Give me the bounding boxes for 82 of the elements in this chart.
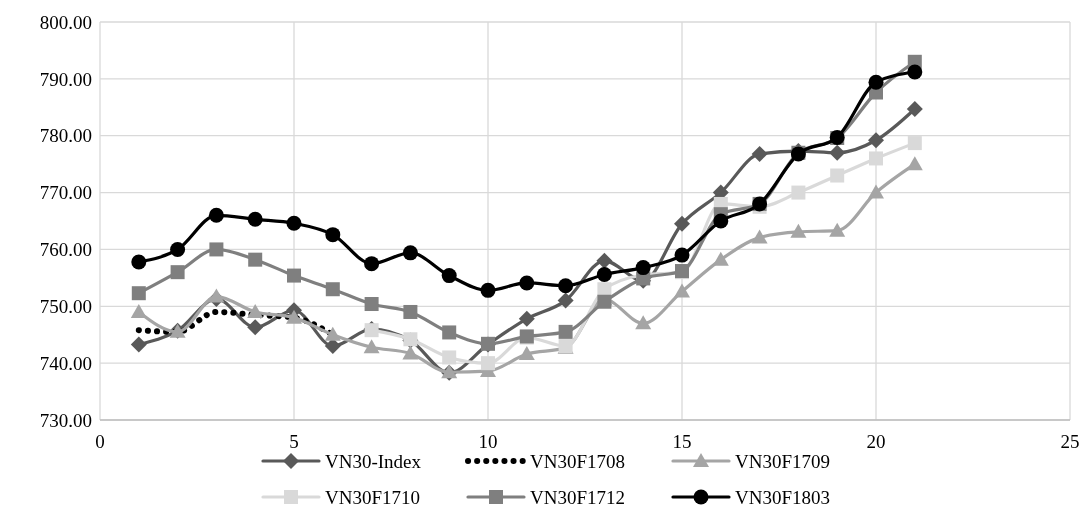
point bbox=[325, 227, 341, 243]
point bbox=[518, 346, 535, 361]
point bbox=[363, 339, 380, 354]
point bbox=[131, 254, 147, 270]
point bbox=[907, 64, 923, 80]
y-tick-label: 750.00 bbox=[39, 295, 92, 317]
legend-label: VN30F1710 bbox=[325, 486, 421, 508]
point bbox=[674, 215, 690, 232]
x-tick-label: 15 bbox=[672, 431, 692, 452]
y-tick-label: 780.00 bbox=[39, 125, 92, 147]
point bbox=[596, 252, 613, 269]
point bbox=[442, 350, 457, 365]
point bbox=[558, 278, 574, 294]
point bbox=[402, 345, 419, 360]
point bbox=[519, 275, 535, 291]
point bbox=[635, 315, 652, 330]
point bbox=[518, 310, 535, 327]
point bbox=[209, 242, 224, 257]
point bbox=[287, 268, 301, 283]
legend-label: VN30F1712 bbox=[530, 486, 626, 508]
point bbox=[674, 283, 690, 298]
point bbox=[247, 303, 264, 318]
point bbox=[869, 151, 883, 166]
point bbox=[130, 303, 147, 318]
point bbox=[713, 213, 729, 229]
x-tick-label: 25 bbox=[1060, 431, 1080, 452]
point bbox=[247, 211, 263, 227]
point bbox=[480, 282, 496, 298]
point bbox=[868, 184, 884, 199]
legend-label: VN30F1709 bbox=[735, 450, 831, 472]
point bbox=[364, 297, 379, 312]
point bbox=[557, 292, 574, 309]
point bbox=[830, 168, 845, 183]
y-tick-label: 790.00 bbox=[39, 68, 92, 90]
point bbox=[402, 245, 418, 261]
point bbox=[906, 100, 923, 117]
point bbox=[597, 282, 612, 297]
point bbox=[208, 207, 224, 223]
point bbox=[791, 185, 806, 200]
legend-label: VN30-Index bbox=[325, 450, 422, 472]
point bbox=[674, 247, 690, 263]
point bbox=[481, 356, 495, 371]
y-tick-label: 760.00 bbox=[39, 239, 92, 261]
point bbox=[324, 326, 341, 341]
point bbox=[131, 286, 146, 301]
point bbox=[247, 319, 264, 336]
point bbox=[325, 282, 340, 297]
point bbox=[403, 304, 418, 319]
point bbox=[208, 288, 225, 303]
legend-label: VN30F1803 bbox=[735, 486, 831, 508]
point bbox=[364, 256, 380, 272]
point bbox=[441, 268, 457, 284]
y-tick-label: 740.00 bbox=[39, 352, 92, 374]
point bbox=[286, 309, 302, 324]
point bbox=[635, 260, 651, 276]
y-tick-label: 730.00 bbox=[39, 409, 92, 431]
x-tick-label: 20 bbox=[866, 431, 886, 452]
y-tick-label: 770.00 bbox=[39, 182, 92, 204]
point bbox=[751, 145, 768, 162]
x-tick-label: 10 bbox=[478, 431, 498, 452]
legend-label: VN30F1708 bbox=[530, 450, 626, 472]
point bbox=[442, 325, 457, 340]
point bbox=[596, 266, 612, 282]
point bbox=[868, 132, 884, 149]
point bbox=[907, 136, 922, 151]
point bbox=[868, 74, 884, 90]
point bbox=[751, 229, 768, 244]
x-tick-label: 5 bbox=[289, 431, 299, 452]
x-tick-label: 0 bbox=[95, 431, 105, 452]
point bbox=[906, 156, 923, 171]
point bbox=[170, 265, 185, 280]
point bbox=[130, 336, 147, 353]
point bbox=[248, 252, 263, 267]
point bbox=[790, 223, 807, 238]
y-tick-label: 800.00 bbox=[39, 11, 92, 33]
point bbox=[286, 215, 302, 231]
point bbox=[712, 251, 729, 266]
point bbox=[170, 241, 186, 257]
point bbox=[324, 338, 341, 355]
point bbox=[829, 144, 846, 161]
point bbox=[558, 324, 573, 339]
point bbox=[829, 222, 846, 237]
